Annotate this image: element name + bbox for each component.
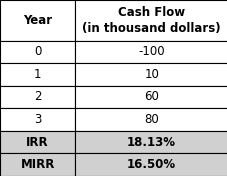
Bar: [75, 63, 227, 86]
Text: 3: 3: [34, 113, 41, 126]
Bar: [75, 153, 227, 176]
Bar: [75, 86, 227, 108]
Text: MIRR: MIRR: [20, 158, 54, 171]
Text: 2: 2: [34, 90, 41, 103]
Text: Cash Flow
(in thousand dollars): Cash Flow (in thousand dollars): [82, 6, 220, 35]
Text: 10: 10: [143, 68, 158, 81]
Bar: [0, 63, 75, 86]
Text: -100: -100: [138, 45, 164, 58]
Text: Year: Year: [23, 14, 52, 27]
Bar: [75, 0, 227, 40]
Text: 80: 80: [144, 113, 158, 126]
Bar: [0, 153, 75, 176]
Text: 0: 0: [34, 45, 41, 58]
Text: 18.13%: 18.13%: [127, 136, 175, 149]
Bar: [0, 0, 75, 40]
Text: 1: 1: [34, 68, 41, 81]
Bar: [0, 40, 75, 63]
Text: 16.50%: 16.50%: [126, 158, 175, 171]
Bar: [75, 40, 227, 63]
Bar: [75, 131, 227, 153]
Bar: [0, 86, 75, 108]
Bar: [0, 131, 75, 153]
Text: IRR: IRR: [26, 136, 49, 149]
Bar: [75, 108, 227, 131]
Text: 60: 60: [143, 90, 158, 103]
Bar: [0, 108, 75, 131]
